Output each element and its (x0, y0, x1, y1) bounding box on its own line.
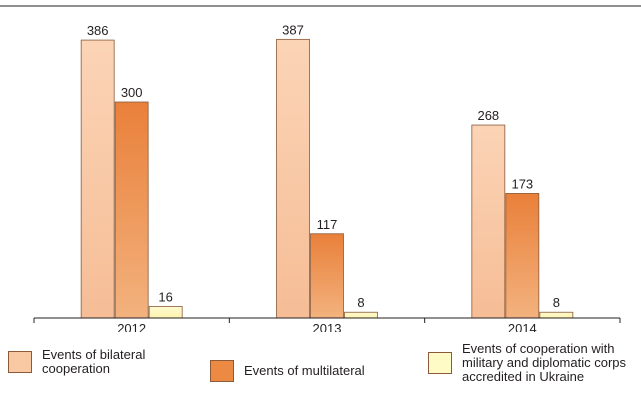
legend-item-military-diplomatic: Events of cooperation with military and … (428, 342, 632, 384)
bar-2013-series-1 (276, 38, 310, 319)
legend-label-multilateral: Events of multilateral (244, 363, 365, 378)
legend-item-multilateral: Events of multilateral (210, 360, 365, 382)
bar-2012-series-2 (114, 101, 149, 319)
value-label-2013-series-1: 387 (282, 22, 304, 37)
bar-2013-series-2 (310, 233, 344, 319)
x-tick-label-2012: 2012 (117, 321, 146, 332)
value-label-2013-series-2: 117 (317, 217, 338, 232)
legend-swatch-military-diplomatic (428, 352, 452, 374)
value-label-2014-series-2: 173 (511, 176, 533, 191)
value-label-2012-series-3: 16 (158, 289, 172, 304)
legend-label-military-diplomatic: Events of cooperation with military and … (462, 341, 627, 384)
legend-swatch-bilateral (8, 351, 32, 373)
value-label-2012-series-2: 300 (121, 85, 143, 100)
x-tick-label-2013: 2013 (313, 321, 342, 332)
bar-2012-series-1 (80, 39, 115, 319)
bar-2014-series-2 (505, 193, 540, 319)
value-label-2012-series-1: 386 (87, 23, 109, 38)
legend-item-bilateral: Events of bilateral cooperation (8, 348, 212, 376)
x-tick-label-2014: 2014 (508, 321, 537, 332)
legend-label-bilateral: Events of bilateral cooperation (42, 347, 146, 376)
bar-2014-series-1 (471, 124, 506, 319)
bar-2014-series-3 (539, 311, 574, 319)
bar-2013-series-3 (344, 311, 378, 319)
value-label-2014-series-3: 8 (553, 295, 560, 310)
bar-2012-series-3 (148, 306, 183, 319)
value-label-2013-series-3: 8 (357, 295, 364, 310)
value-label-2014-series-1: 268 (477, 108, 499, 123)
legend: Events of bilateral cooperation Events o… (0, 340, 641, 416)
legend-swatch-multilateral (210, 360, 234, 382)
bar-chart: 386 300 16 387 117 8 268 173 8 2012 2013 2014 (0, 5, 641, 332)
